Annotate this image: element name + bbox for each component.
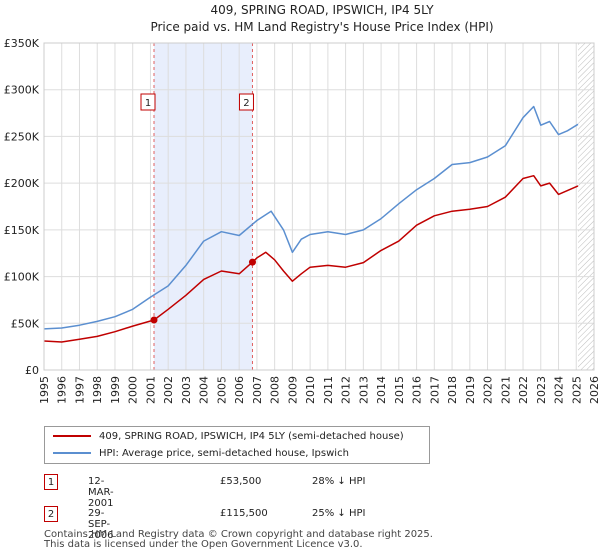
x-tick-label: 2001 <box>144 376 157 404</box>
x-tick-label: 2002 <box>162 376 175 404</box>
x-tick-label: 1998 <box>91 376 104 404</box>
x-tick-label: 2008 <box>269 376 282 404</box>
y-tick-label: £100K <box>4 271 40 284</box>
x-tick-label: 2025 <box>570 376 583 404</box>
legend-swatch-hpi <box>53 452 91 454</box>
y-tick-label: £150K <box>4 224 40 237</box>
y-tick-label: £50K <box>11 317 40 330</box>
sale-point <box>150 316 158 324</box>
plot-background <box>44 43 594 370</box>
x-tick-label: 2003 <box>180 376 193 404</box>
sale-marker-label: 1 <box>145 98 151 109</box>
x-tick-label: 2012 <box>340 376 353 404</box>
y-tick-label: £0 <box>25 364 39 377</box>
x-tick-label: 2014 <box>375 376 388 404</box>
footer-line-licence: This data is licensed under the Open Gov… <box>44 539 363 550</box>
legend-item-hpi: HPI: Average price, semi-detached house,… <box>53 446 349 462</box>
sale-hpi-diff: 25% ↓ HPI <box>312 508 366 519</box>
sale-marker-box <box>238 93 254 111</box>
x-tick-label: 2009 <box>286 376 299 404</box>
x-tick-label: 2026 <box>588 376 600 404</box>
chart-title: 409, SPRING ROAD, IPSWICH, IP4 5LY <box>210 3 434 17</box>
price-chart: 409, SPRING ROAD, IPSWICH, IP4 5LY Price… <box>4 3 600 404</box>
sale-price: £53,500 <box>220 476 262 487</box>
plot-frame <box>43 42 595 371</box>
sale-date: 12-MAR-2001 <box>88 476 114 509</box>
x-tick-label: 1999 <box>109 376 122 404</box>
footer-line-copyright: Contains HM Land Registry data © Crown c… <box>44 529 433 540</box>
y-tick-label: £300K <box>4 84 40 97</box>
x-tick-label: 2004 <box>198 376 211 404</box>
x-tick-label: 2015 <box>393 376 406 404</box>
y-tick-label: £250K <box>4 130 40 143</box>
x-tick-label: 2020 <box>482 376 495 404</box>
sale-marker-box <box>140 93 156 111</box>
x-tick-label: 2016 <box>411 376 424 404</box>
x-tick-label: 2024 <box>553 376 566 404</box>
y-tick-label: £200K <box>4 177 40 190</box>
sale-date: 29-SEP-2006 <box>88 508 114 541</box>
forecast-hatch <box>578 43 594 370</box>
sale-hpi-diff: 28% ↓ HPI <box>312 476 366 487</box>
x-tick-label: 1996 <box>56 376 69 404</box>
footer-attribution: Contains HM Land Registry data © Crown c… <box>44 530 433 550</box>
legend-swatch-property <box>53 435 91 437</box>
y-tick-label: £350K <box>4 37 40 50</box>
x-tick-label: 1997 <box>73 376 86 404</box>
x-tick-label: 2011 <box>322 376 335 404</box>
x-tick-label: 2005 <box>215 376 228 404</box>
sale-point <box>248 258 256 266</box>
x-tick-label: 2013 <box>357 376 370 404</box>
legend-label-hpi: HPI: Average price, semi-detached house,… <box>99 448 349 459</box>
x-tick-label: 2021 <box>499 376 512 404</box>
x-tick-label: 2000 <box>127 376 140 404</box>
series-line-hpi <box>43 105 579 330</box>
x-tick-label: 2022 <box>517 376 530 404</box>
sale-number-badge: 1 <box>44 474 58 490</box>
sale-price: £115,500 <box>220 508 268 519</box>
x-tick-label: 2019 <box>464 376 477 404</box>
x-tick-label: 2018 <box>446 376 459 404</box>
x-tick-label: 1995 <box>38 376 51 404</box>
chart-subtitle: Price paid vs. HM Land Registry's House … <box>150 20 493 34</box>
sale-number-badge: 2 <box>44 506 58 522</box>
legend-item-property: 409, SPRING ROAD, IPSWICH, IP4 5LY (semi… <box>53 429 404 445</box>
x-tick-label: 2006 <box>233 376 246 404</box>
plot-area: £0 £50K £100K £150K £200K £250K £300K £350K 1995… <box>4 37 600 404</box>
x-tick-label: 2017 <box>428 376 441 404</box>
legend-label-property: 409, SPRING ROAD, IPSWICH, IP4 5LY (semi… <box>99 431 404 442</box>
x-tick-label: 2010 <box>304 376 317 404</box>
x-tick-label: 2007 <box>251 376 264 404</box>
legend: 409, SPRING ROAD, IPSWICH, IP4 5LY (semi… <box>44 426 430 464</box>
sale-marker-label: 2 <box>243 98 249 109</box>
x-tick-label: 2023 <box>535 376 548 404</box>
